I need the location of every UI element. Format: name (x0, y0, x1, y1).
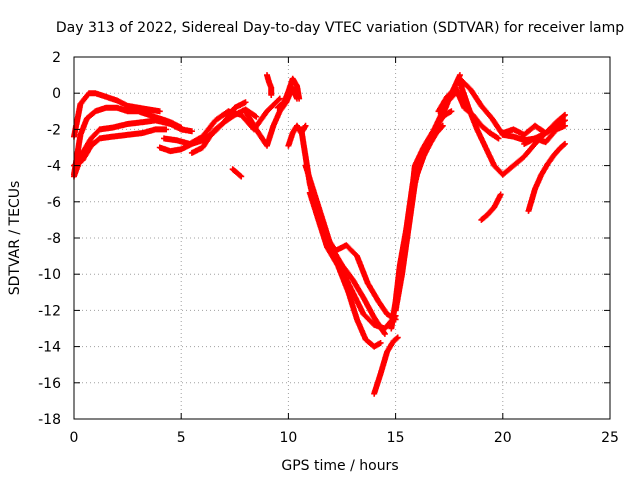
data-marker-path (371, 334, 401, 397)
x-tick-label: 20 (494, 430, 512, 446)
series-track-16 (324, 235, 399, 323)
series-track-17 (371, 334, 401, 397)
series-track-26 (478, 191, 504, 223)
data-marker-path (478, 191, 504, 223)
y-tick-label: -6 (47, 195, 61, 211)
x-tick-label: 10 (279, 430, 297, 446)
x-axis-title: GPS time / hours (281, 458, 398, 474)
series-track-13 (298, 126, 388, 337)
series-track-22 (435, 108, 455, 126)
data-marker-path (298, 126, 388, 337)
y-tick-label: -8 (47, 231, 61, 247)
data-markers (71, 72, 568, 397)
data-marker-path (306, 189, 384, 350)
y-tick-label: -4 (47, 159, 61, 175)
data-marker-path (229, 166, 245, 180)
data-marker-path (324, 235, 399, 323)
series-track-28 (499, 117, 568, 138)
y-tick-label: -14 (38, 340, 61, 356)
data-marker-path (521, 122, 568, 147)
series-track-29 (521, 122, 568, 147)
y-tick-label: 0 (52, 86, 61, 102)
y-tick-label: 2 (52, 50, 61, 66)
y-tick-label: -12 (38, 303, 61, 319)
x-tick-label: 15 (387, 430, 405, 446)
series-track-25 (435, 84, 502, 142)
y-tick-label: -10 (38, 267, 61, 283)
data-marker-path (274, 75, 303, 111)
series-track-21 (414, 122, 446, 178)
series-track-10 (264, 72, 275, 99)
axis-ticks (73, 56, 611, 420)
y-axis-title: SDTVAR / TECUs (7, 181, 23, 296)
y-tick-label: -18 (38, 412, 61, 428)
x-tick-label: 0 (70, 430, 79, 446)
series-track-9 (229, 166, 245, 180)
data-marker-path (435, 108, 455, 126)
data-marker-path (264, 72, 275, 99)
data-marker-path (525, 140, 568, 214)
data-marker-path (414, 122, 446, 178)
x-tick-label: 25 (601, 430, 619, 446)
data-marker-path (499, 117, 568, 138)
series-track-11 (274, 75, 303, 111)
x-tick-label: 5 (177, 430, 186, 446)
y-tick-label: -2 (47, 122, 61, 138)
data-marker-path (435, 84, 502, 142)
series-track-15 (306, 189, 384, 350)
series-track-27 (525, 140, 568, 214)
chart-title: Day 313 of 2022, Sidereal Day-to-day VTE… (56, 20, 624, 36)
y-tick-label: -16 (38, 376, 61, 392)
